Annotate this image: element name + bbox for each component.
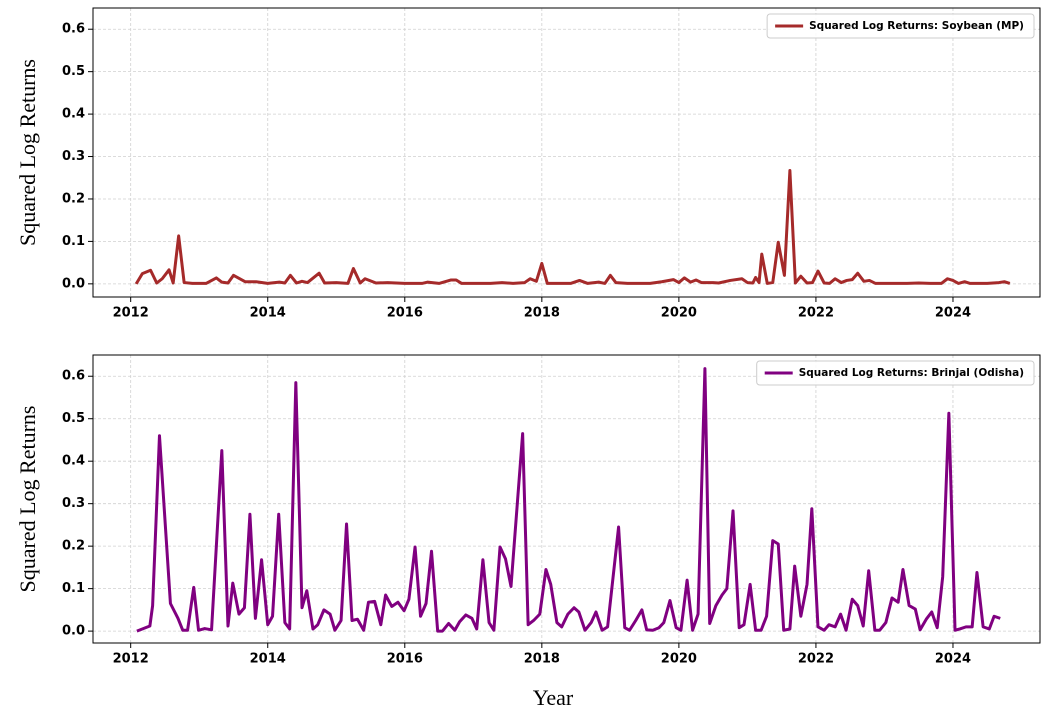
y-axis-label: Squared Log Returns: [15, 59, 40, 246]
y-tick-label: 0.5: [62, 64, 85, 79]
x-tick-label: 2024: [935, 652, 971, 667]
data-line: [134, 169, 1011, 285]
x-tick-label: 2014: [250, 306, 286, 321]
y-axis-label: Squared Log Returns: [15, 406, 40, 593]
data-line: [136, 367, 1001, 633]
y-tick-label: 0.3: [62, 496, 85, 511]
y-tick-label: 0.3: [62, 149, 85, 164]
x-tick-label: 2016: [387, 306, 423, 321]
legend-frame: [756, 360, 1035, 386]
y-tick-label: 0.6: [62, 22, 85, 37]
legend: Squared Log Returns: Soybean (MP): [766, 13, 1035, 39]
x-tick-label: 2016: [387, 652, 423, 667]
x-tick-label: 2014: [250, 652, 286, 667]
x-tick-label: 2022: [798, 306, 834, 321]
x-tick-label: 2020: [661, 652, 697, 667]
x-tick-label: 2022: [798, 652, 834, 667]
x-tick-label: 2024: [935, 306, 971, 321]
legend: Squared Log Returns: Brinjal (Odisha): [756, 360, 1035, 386]
plot-frame: [92, 354, 1041, 644]
y-tick-label: 0.0: [62, 276, 85, 291]
x-tick-label: 2020: [661, 306, 697, 321]
y-tick-label: 0.2: [62, 539, 85, 554]
x-tick-label: 2012: [113, 652, 149, 667]
y-tick-label: 0.5: [62, 411, 85, 426]
x-axis-label: Year: [533, 685, 574, 710]
legend-frame: [766, 13, 1035, 39]
legend-label: Squared Log Returns: Brinjal (Odisha): [799, 367, 1024, 379]
x-tick-label: 2012: [113, 306, 149, 321]
y-tick-label: 0.2: [62, 191, 85, 206]
y-tick-label: 0.1: [62, 234, 85, 249]
y-tick-label: 0.0: [62, 624, 85, 639]
x-tick-label: 2018: [524, 652, 560, 667]
y-tick-label: 0.6: [62, 369, 85, 384]
plot-frame: [92, 7, 1041, 298]
x-tick-label: 2018: [524, 306, 560, 321]
legend-label: Squared Log Returns: Soybean (MP): [809, 20, 1024, 32]
y-tick-label: 0.4: [62, 107, 85, 122]
y-tick-label: 0.1: [62, 581, 85, 596]
y-tick-label: 0.4: [62, 454, 85, 469]
